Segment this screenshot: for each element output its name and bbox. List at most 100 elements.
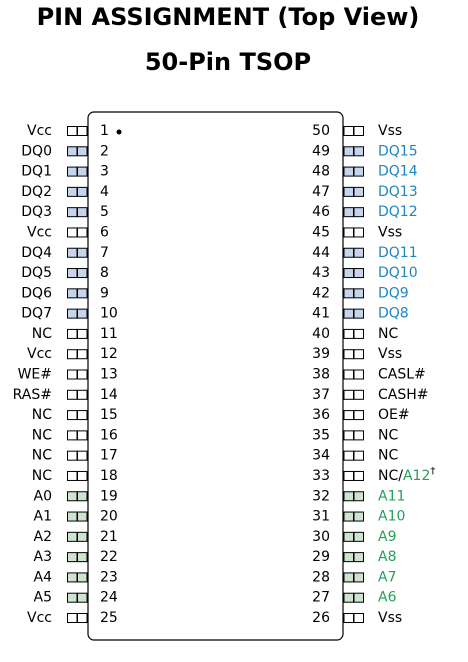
pin-number: 29 xyxy=(312,549,330,565)
pin-pad xyxy=(77,268,88,279)
pin-pad xyxy=(77,592,88,603)
pin-label-part: OE# xyxy=(378,407,410,423)
pin-number: 41 xyxy=(312,306,330,322)
pin-label-part: DQ15 xyxy=(378,143,418,159)
pin-pad xyxy=(67,470,78,481)
pin-pad xyxy=(67,572,78,583)
pin-label: DQ12 xyxy=(378,204,418,220)
pin-pad xyxy=(343,349,354,360)
pin-label-part: A10 xyxy=(378,509,405,525)
pin-pad xyxy=(77,470,88,481)
pin-label-part: DQ9 xyxy=(378,285,409,301)
pin-pad xyxy=(77,511,88,522)
pin-pad xyxy=(353,126,364,136)
pin-pad xyxy=(353,186,364,197)
pin-label: WE# xyxy=(18,367,52,383)
pin-label-part: DQ10 xyxy=(378,265,418,281)
pin-number: 20 xyxy=(100,509,118,525)
pin-pad xyxy=(343,470,354,481)
pin-number: 2 xyxy=(100,143,109,159)
pin-pad xyxy=(353,207,364,218)
pin-pad xyxy=(353,389,364,400)
pin-pad xyxy=(67,268,78,279)
pin-label: DQ11 xyxy=(378,245,418,261)
pin-number: 36 xyxy=(312,407,330,423)
pin-label: Vss xyxy=(378,224,402,240)
pin-pad xyxy=(343,613,354,623)
pin-number: 40 xyxy=(312,326,330,342)
pin-label: NC xyxy=(32,468,52,484)
title: PIN ASSIGNMENT (Top View) xyxy=(37,3,420,31)
pin-label: DQ7 xyxy=(21,306,52,322)
pin-number: 30 xyxy=(312,529,330,545)
pin-pad xyxy=(353,288,364,299)
pin-pad xyxy=(343,247,354,258)
pin-pad xyxy=(77,227,88,238)
pin-number: 5 xyxy=(100,204,109,220)
pin-pad xyxy=(343,146,354,157)
pin-label: NC xyxy=(32,407,52,423)
pin-pad xyxy=(353,247,364,258)
pin-pad xyxy=(343,166,354,177)
pin-label: DQ10 xyxy=(378,265,418,281)
pin-label: DQ5 xyxy=(21,265,52,281)
pin-number: 24 xyxy=(100,590,118,606)
pin-number: 37 xyxy=(312,387,330,403)
pin-pad xyxy=(77,410,88,421)
pin-pad xyxy=(77,186,88,197)
pin-label: Vcc xyxy=(27,123,52,139)
pin-label-part: NC xyxy=(378,427,398,443)
pin-number: 50 xyxy=(312,123,330,139)
pin-label: DQ2 xyxy=(21,184,52,200)
pin-label: DQ0 xyxy=(21,143,52,159)
pin-number: 15 xyxy=(100,407,118,423)
pin-pad xyxy=(67,491,78,502)
pin-pad xyxy=(353,328,364,339)
pin-pad xyxy=(77,328,88,339)
pin-number: 6 xyxy=(100,224,109,240)
pin-number: 8 xyxy=(100,265,109,281)
pin-label: Vss xyxy=(378,123,402,139)
pin-number: 11 xyxy=(100,326,118,342)
pin-pad xyxy=(77,572,88,583)
pin-label: NC xyxy=(32,427,52,443)
pin-label: NC/A12† xyxy=(378,466,435,484)
pin-number: 25 xyxy=(100,610,118,626)
pin-label: Vss xyxy=(378,610,402,626)
pin-pad xyxy=(77,430,88,441)
pin-pad xyxy=(77,349,88,360)
pin-pad xyxy=(77,552,88,563)
pin-pad xyxy=(353,227,364,238)
subtitle: 50-Pin TSOP xyxy=(145,48,311,76)
pin-pad xyxy=(353,410,364,421)
pin-pad xyxy=(353,450,364,461)
pin-number: 9 xyxy=(100,285,109,301)
pin-pad xyxy=(67,146,78,157)
pin-pad xyxy=(67,511,78,522)
pin-number: 1 xyxy=(100,123,109,139)
pin-pad xyxy=(353,146,364,157)
pin-label: DQ8 xyxy=(378,306,409,322)
pin-pad xyxy=(67,207,78,218)
pin-pad xyxy=(353,166,364,177)
pin-pad xyxy=(343,186,354,197)
pin-label-part: DQ14 xyxy=(378,164,418,180)
pin-pad xyxy=(343,552,354,563)
pin-label-part: DQ8 xyxy=(378,306,409,322)
pin-label: NC xyxy=(378,326,398,342)
pin-number: 17 xyxy=(100,448,118,464)
pin-label-part: DQ12 xyxy=(378,204,418,220)
pin-number: 49 xyxy=(312,143,330,159)
pin-pad xyxy=(343,369,354,380)
pin-label: A10 xyxy=(378,509,405,525)
pin-pad xyxy=(77,126,88,136)
pin-pad xyxy=(343,491,354,502)
pin-label: A0 xyxy=(34,488,52,504)
pin-label: A5 xyxy=(34,590,52,606)
pin-label-part: A11 xyxy=(378,488,405,504)
pin-pad xyxy=(353,613,364,623)
pin-number: 13 xyxy=(100,367,118,383)
pin-pad xyxy=(353,369,364,380)
pin-pad xyxy=(67,126,78,136)
